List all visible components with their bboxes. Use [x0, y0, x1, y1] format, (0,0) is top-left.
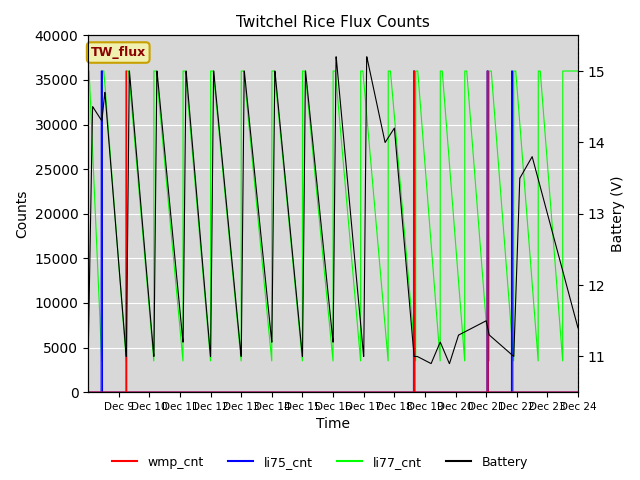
- Y-axis label: Battery (V): Battery (V): [611, 176, 625, 252]
- Y-axis label: Counts: Counts: [15, 190, 29, 238]
- Text: TW_flux: TW_flux: [91, 46, 146, 59]
- Legend: wmp_cnt, li75_cnt, li77_cnt, Battery: wmp_cnt, li75_cnt, li77_cnt, Battery: [107, 451, 533, 474]
- X-axis label: Time: Time: [316, 418, 350, 432]
- Title: Twitchel Rice Flux Counts: Twitchel Rice Flux Counts: [236, 15, 430, 30]
